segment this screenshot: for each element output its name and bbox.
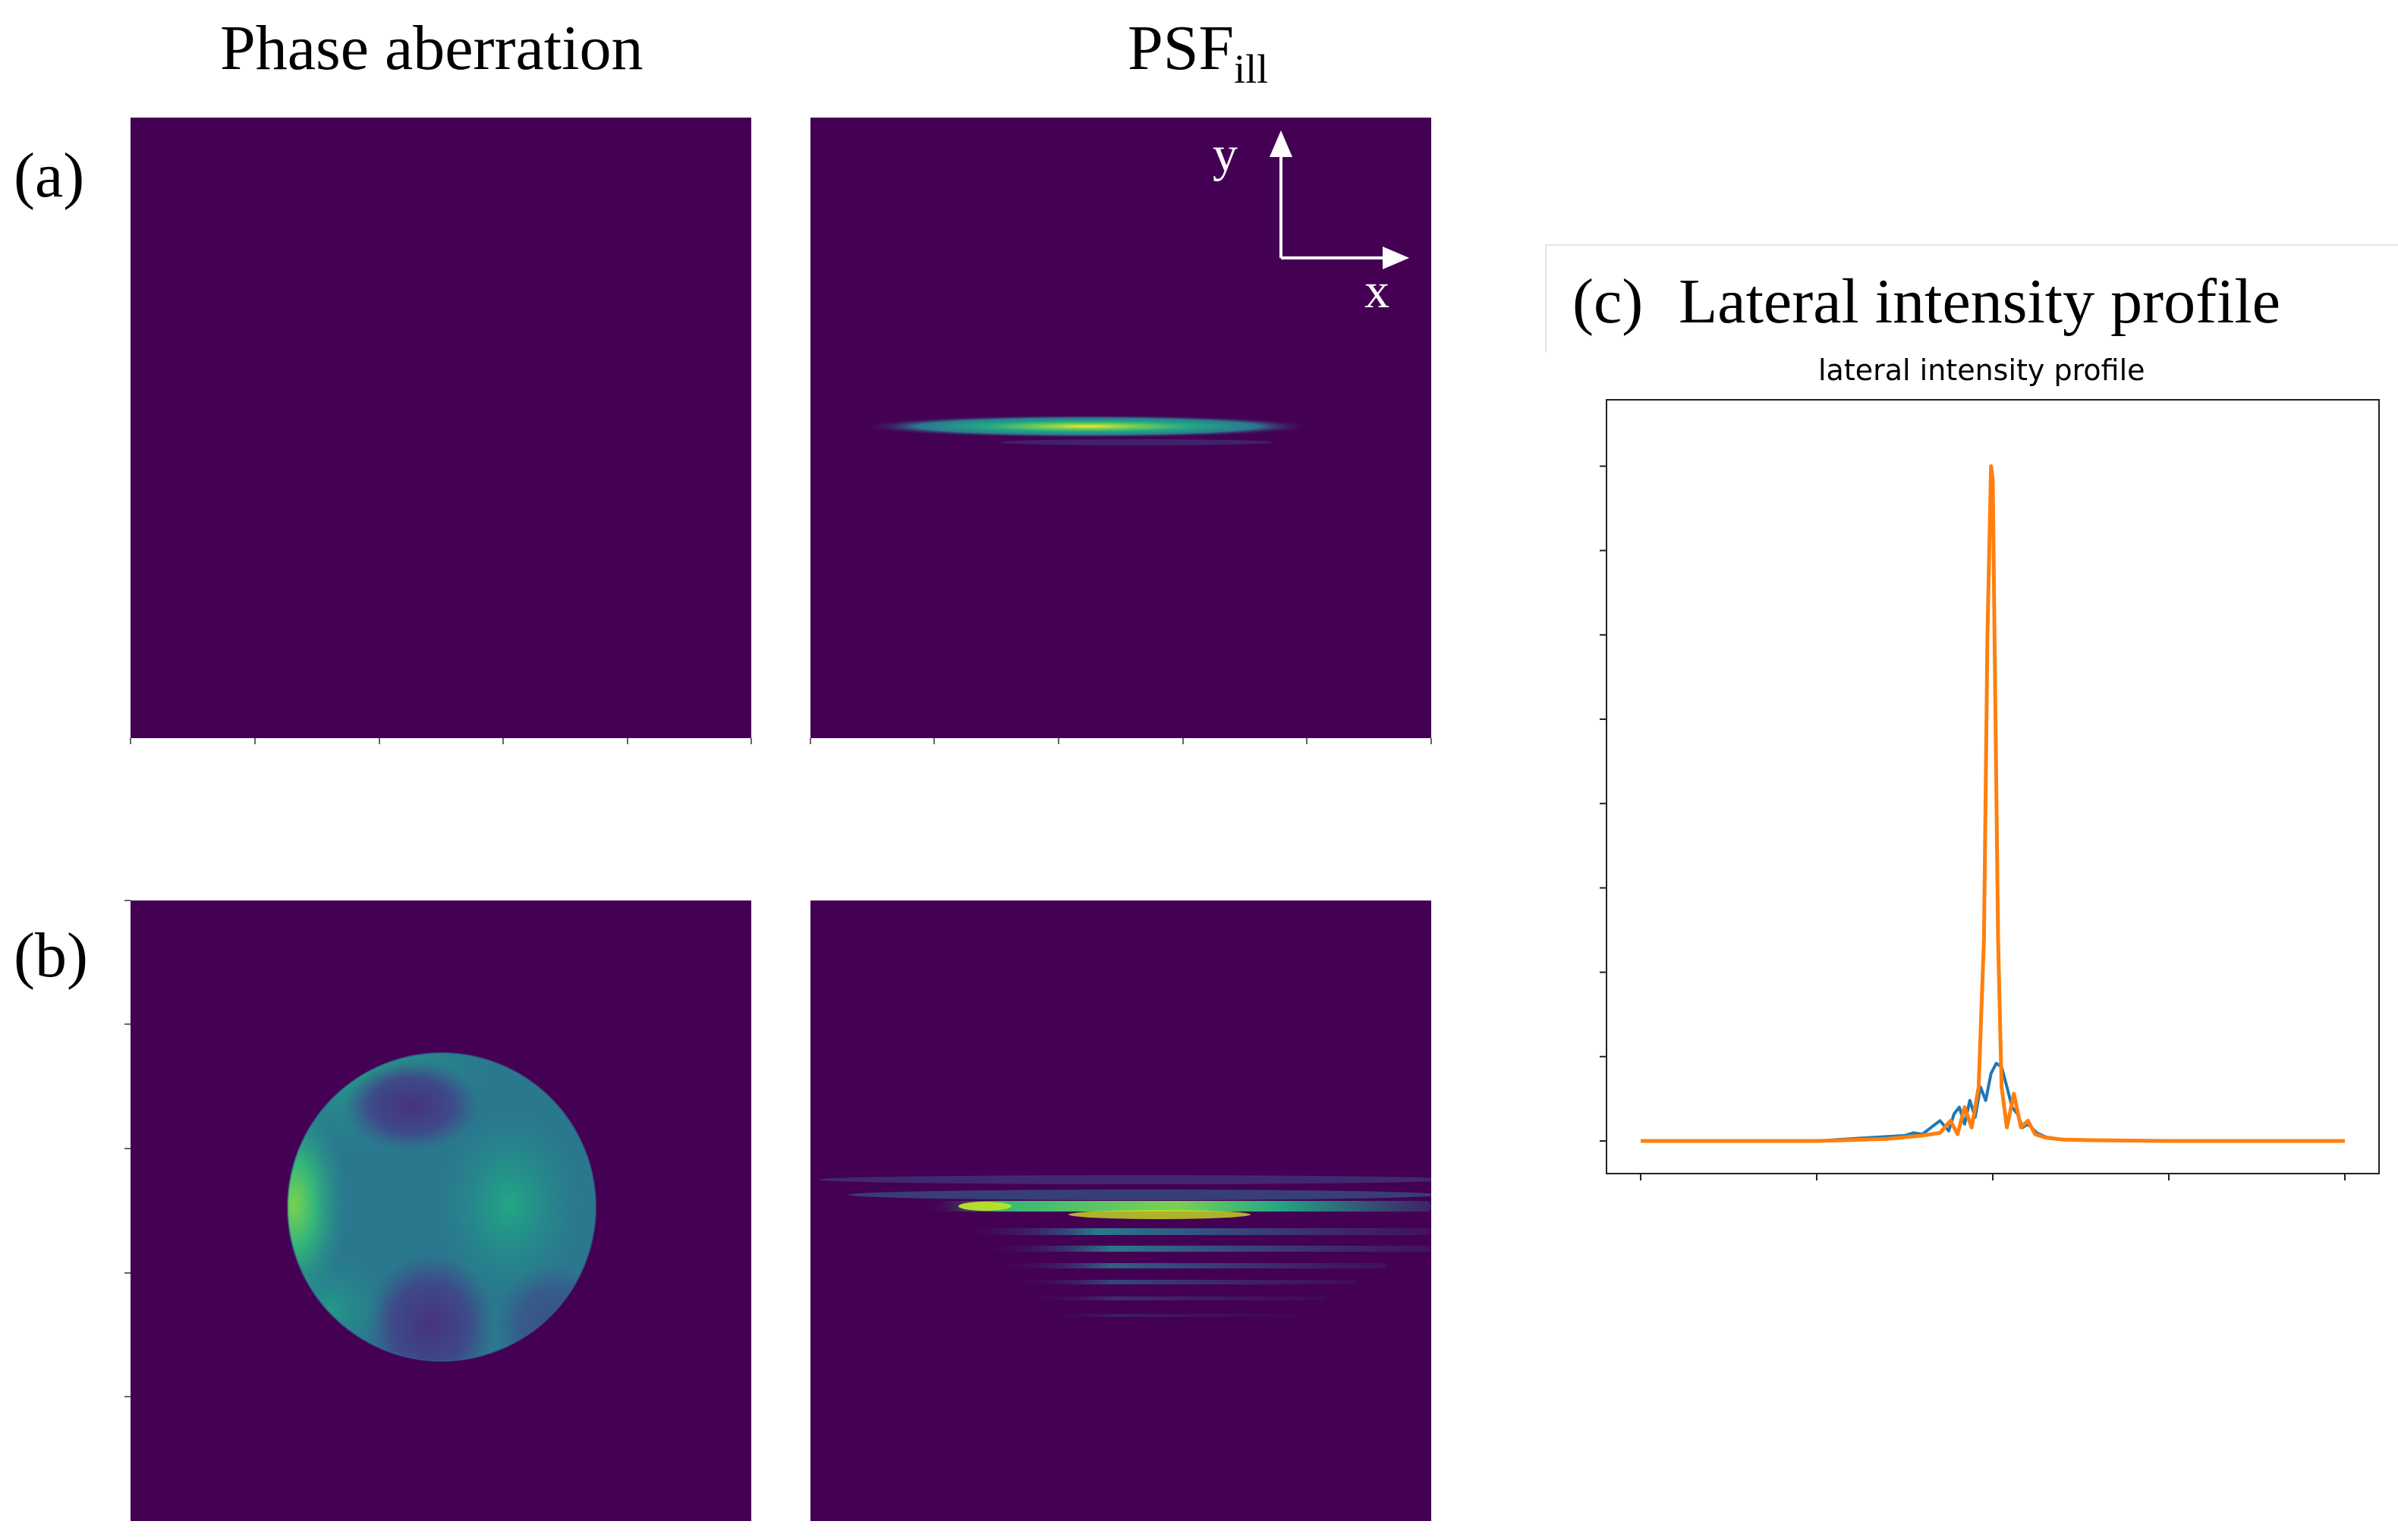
row-label-a: (a) — [14, 140, 85, 211]
axis-x-label: x — [1364, 263, 1389, 319]
panel-c-title: Lateral intensity profile — [1679, 266, 2281, 337]
panel-b-phase-aberration — [131, 900, 751, 1521]
panel-c-header — [1545, 244, 2398, 352]
panel-b-psf — [810, 900, 1431, 1521]
axis-y-label: y — [1213, 127, 1238, 182]
header-psf-subscript: ill — [1234, 46, 1269, 92]
header-psf-ill: PSFill — [1128, 17, 1268, 90]
psf-a-sidelobe — [1000, 439, 1273, 445]
series-line-orange — [1641, 464, 2345, 1143]
panel-a-phase-aberration — [131, 118, 751, 738]
panel-c-label: (c) — [1572, 266, 1644, 337]
header-phase-aberration: Phase aberration — [220, 13, 644, 83]
series-line-blue — [1641, 1061, 2345, 1142]
psf-a-focus-spot — [860, 415, 1315, 438]
psf-b-streaks — [818, 1175, 1431, 1317]
chart-series — [1641, 464, 2345, 1143]
plot-title: lateral intensity profile — [1818, 354, 2145, 387]
header-psf-main: PSF — [1128, 13, 1235, 83]
panel-a-psf: y x — [810, 118, 1431, 738]
chart-ticks — [1600, 465, 2346, 1180]
xy-axes-inset — [1269, 130, 1410, 270]
row-label-b: (b) — [14, 920, 88, 991]
